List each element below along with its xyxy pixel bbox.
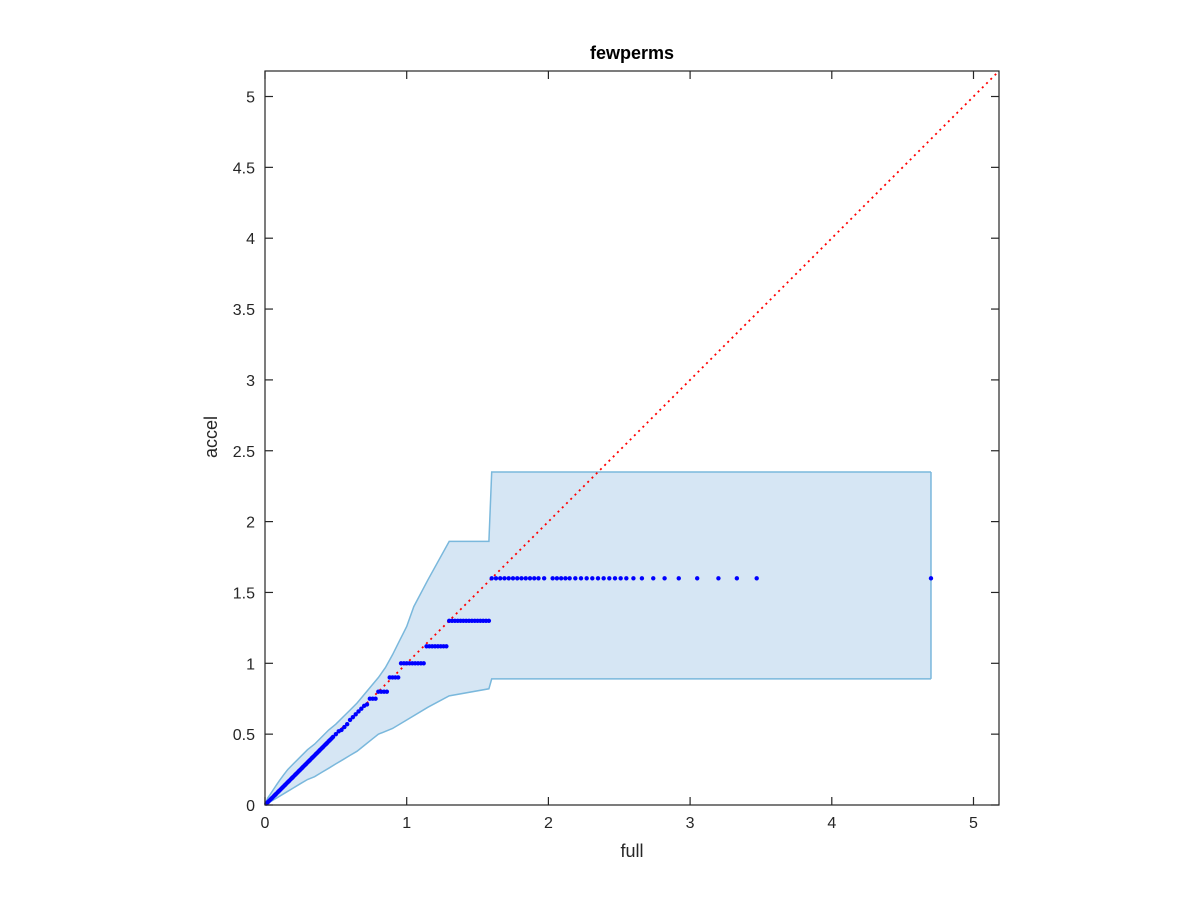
data-point	[536, 576, 541, 581]
x-tick-label: 5	[969, 815, 978, 832]
data-point	[347, 717, 353, 723]
data-point	[330, 734, 336, 740]
data-point	[716, 576, 721, 581]
y-ticks: 0 0.5 1 1.5 2 2.5 3 3.5 4 4.5 5	[233, 90, 999, 815]
data-point	[364, 702, 370, 707]
data-point	[506, 576, 511, 581]
data-point	[584, 576, 589, 581]
y-tick-label: 5	[246, 90, 255, 107]
data-point	[502, 576, 507, 581]
y-tick-label: 3.5	[233, 302, 255, 319]
y-tick-label: 2.5	[233, 444, 255, 461]
data-point	[601, 576, 606, 581]
data-point	[595, 576, 601, 581]
y-tick-label: 1.5	[233, 585, 255, 602]
data-point	[384, 689, 390, 694]
data-point	[523, 576, 528, 581]
data-point	[333, 731, 339, 737]
x-tick-label: 0	[261, 815, 270, 832]
reference-line	[264, 70, 1000, 806]
axes-frame	[264, 70, 1000, 806]
axes-box	[264, 70, 1000, 806]
data-point	[519, 576, 524, 581]
data-point	[339, 727, 344, 733]
y-tick-label: 0	[246, 798, 255, 815]
data-point	[607, 576, 612, 581]
data-point	[342, 724, 347, 730]
y-tick-label: 1	[246, 656, 255, 673]
y-tick-label: 3	[246, 373, 255, 390]
data-point	[694, 576, 700, 581]
data-point	[550, 576, 555, 581]
data-point	[573, 576, 578, 581]
data-point	[612, 576, 618, 581]
data-point	[541, 576, 547, 581]
data-point	[421, 661, 426, 666]
data-point	[510, 576, 516, 581]
data-point	[734, 576, 740, 581]
identity-line	[264, 70, 1000, 806]
data-point	[554, 576, 560, 581]
x-ticks: 0 1 2 3 4 5	[261, 71, 978, 832]
band-upper-edge	[264, 471, 931, 806]
data-point	[395, 675, 401, 680]
data-point	[639, 576, 645, 581]
x-tick-label: 2	[544, 815, 553, 832]
y-tick-label: 2	[246, 515, 255, 532]
y-axis-label: accel	[201, 416, 221, 458]
data-point	[527, 576, 533, 581]
y-tick-label: 4	[246, 231, 255, 248]
data-point	[353, 712, 358, 717]
data-point	[651, 576, 656, 581]
y-tick-label: 4.5	[233, 160, 255, 177]
data-point	[754, 576, 759, 581]
data-point	[618, 576, 623, 581]
data-point	[344, 722, 350, 727]
x-tick-label: 3	[686, 815, 695, 832]
data-point	[662, 576, 667, 581]
data-point	[515, 576, 520, 581]
data-point	[558, 576, 564, 581]
confidence-band	[264, 471, 932, 806]
band-fill	[265, 472, 931, 805]
band-lower-edge	[264, 678, 931, 806]
data-point	[590, 576, 595, 581]
data-point	[631, 576, 636, 581]
chart-title: fewperms	[590, 43, 674, 63]
data-point	[489, 576, 494, 581]
data-point	[373, 696, 378, 701]
x-tick-label: 1	[402, 815, 411, 832]
data-point	[350, 714, 356, 720]
data-point	[359, 706, 364, 711]
x-axis-label: full	[620, 841, 643, 861]
data-points	[264, 576, 934, 806]
data-point	[928, 576, 934, 581]
data-point	[578, 576, 584, 581]
y-tick-label: 0.5	[233, 727, 255, 744]
data-point	[444, 644, 449, 649]
data-point	[486, 618, 492, 623]
data-point	[624, 576, 629, 581]
data-point	[532, 576, 537, 581]
x-tick-label: 4	[827, 815, 836, 832]
data-point	[676, 576, 681, 581]
data-point	[498, 576, 503, 581]
data-point	[563, 576, 568, 581]
data-point	[356, 709, 361, 714]
data-point	[493, 576, 499, 581]
data-point	[567, 576, 572, 581]
